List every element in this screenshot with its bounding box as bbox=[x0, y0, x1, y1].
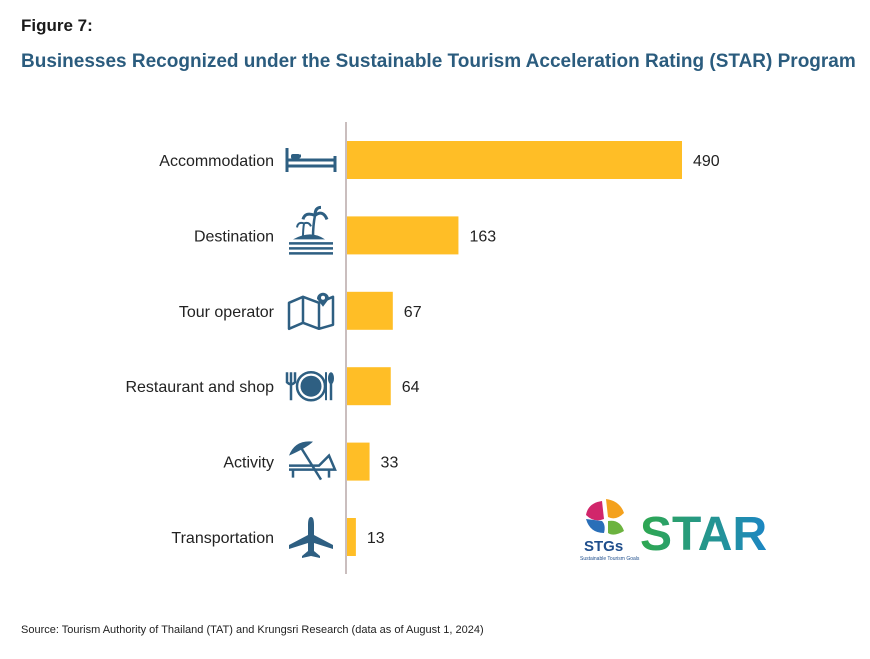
bar-0 bbox=[347, 141, 682, 179]
category-label: Destination bbox=[194, 228, 274, 245]
island-icon bbox=[289, 205, 333, 255]
bar-5 bbox=[347, 518, 356, 556]
dining-icon bbox=[285, 370, 334, 402]
figure-label: Figure 7: bbox=[21, 16, 93, 35]
bar-1 bbox=[347, 216, 459, 255]
bar-4 bbox=[347, 442, 370, 481]
value-label: 490 bbox=[693, 153, 720, 170]
value-label: 163 bbox=[469, 228, 496, 245]
value-label: 33 bbox=[381, 455, 399, 472]
bed-icon bbox=[285, 148, 337, 172]
chart-title: Businesses Recognized under the Sustaina… bbox=[21, 51, 856, 72]
beach-umbrella-icon bbox=[289, 441, 337, 481]
airplane-icon bbox=[289, 517, 333, 558]
value-label: 64 bbox=[402, 379, 420, 396]
value-label: 13 bbox=[367, 530, 385, 547]
svg-text:STAR: STAR bbox=[640, 508, 767, 561]
stgs-star-logo: STGs Sustainable Tourism Goals STAR bbox=[580, 499, 767, 562]
category-label: Accommodation bbox=[159, 153, 274, 170]
bar-3 bbox=[347, 367, 391, 406]
source-note: Source: Tourism Authority of Thailand (T… bbox=[21, 624, 484, 636]
category-label: Transportation bbox=[171, 530, 274, 547]
category-label: Activity bbox=[223, 455, 274, 472]
category-label: Tour operator bbox=[179, 304, 275, 321]
map-pin-icon bbox=[287, 292, 335, 331]
svg-text:Sustainable Tourism Goals: Sustainable Tourism Goals bbox=[580, 556, 640, 562]
value-label: 67 bbox=[404, 304, 422, 321]
category-label: Restaurant and shop bbox=[125, 379, 274, 396]
bar-2 bbox=[347, 291, 393, 330]
svg-text:STGs: STGs bbox=[584, 538, 623, 555]
